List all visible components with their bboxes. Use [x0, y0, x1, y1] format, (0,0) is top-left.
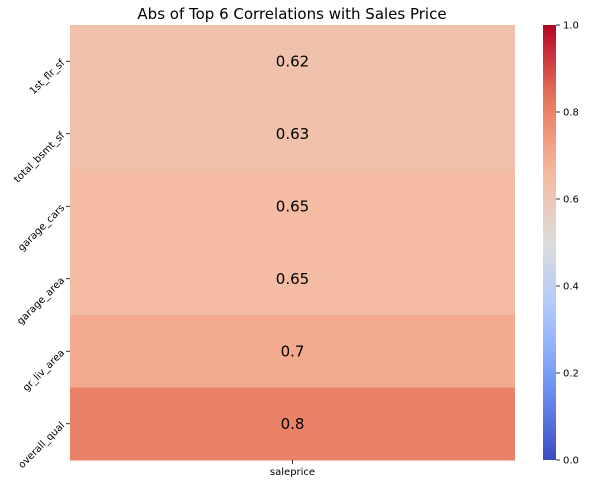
colorbar-tick-label: 0.8	[563, 108, 579, 119]
heatmap-cell-garage-area	[70, 242, 515, 316]
colorbar-tick-label: 0.4	[563, 282, 579, 293]
cell-annotations: 0.62 0.63 0.65 0.65 0.7 0.8	[276, 52, 309, 433]
y-tick-label: garage_cars	[16, 203, 67, 254]
y-tick-label: gr_liv_area	[21, 348, 67, 394]
x-axis: saleprice	[270, 460, 315, 478]
cell-annotation: 0.63	[276, 125, 309, 143]
y-tick-label: overall_qual	[17, 420, 68, 471]
colorbar-tick-label: 0.6	[563, 195, 579, 206]
heatmap-cell-total-bsmt-sf	[70, 97, 515, 171]
colorbar-tick-label: 1.0	[563, 21, 579, 32]
cell-annotation: 0.8	[281, 415, 305, 433]
y-tick-label: 1st_flr_sf	[28, 57, 68, 97]
colorbar-gradient	[543, 25, 556, 460]
heatmap-cells	[70, 25, 515, 461]
heatmap-cell-gr-liv-area	[70, 315, 515, 388]
heatmap-cell-overall-qual	[70, 387, 515, 461]
y-tick-label: total_bsmt_sf	[12, 130, 67, 185]
cell-annotation: 0.65	[276, 197, 309, 215]
y-axis: 1st_flr_sf total_bsmt_sf garage_carsgarage…	[12, 57, 70, 471]
y-tick-label: garage_area	[15, 275, 67, 327]
colorbar: 0.0 0.2 0.4 0.6 0.8 1.0	[543, 21, 579, 467]
cell-annotation: 0.7	[281, 342, 305, 360]
heatmap-cell-1st-flr-sf	[70, 25, 515, 98]
colorbar-tick-label: 0.0	[563, 456, 579, 467]
chart-title: Abs of Top 6 Correlations with Sales Pri…	[137, 5, 446, 23]
cell-annotation: 0.65	[276, 270, 309, 288]
x-tick-label: saleprice	[270, 467, 315, 478]
colorbar-tick-label: 0.2	[563, 369, 579, 380]
heatmap-cell-garage-cars	[70, 170, 515, 243]
cell-annotation: 0.62	[276, 52, 309, 70]
